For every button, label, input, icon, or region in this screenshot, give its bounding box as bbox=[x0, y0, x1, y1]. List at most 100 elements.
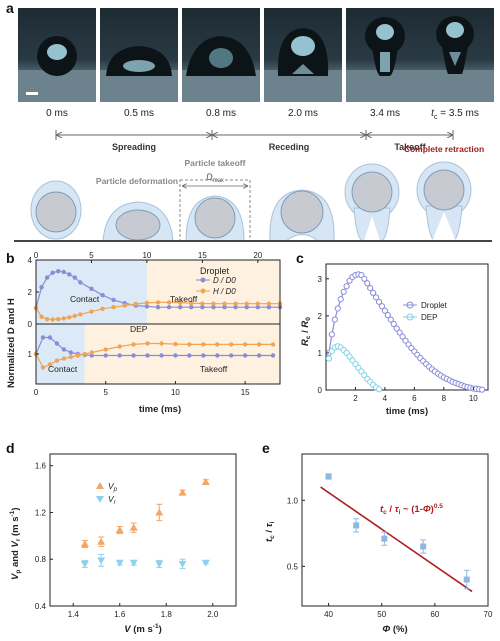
b-top-contact-label: Contact bbox=[70, 294, 100, 304]
b-top-point-0-2 bbox=[44, 275, 50, 280]
c-point-0-20 bbox=[384, 312, 391, 319]
b-bot-line-0 bbox=[35, 336, 274, 357]
b-bot-point-0-14 bbox=[173, 353, 178, 358]
b-top-xtick-label: 0 bbox=[34, 251, 39, 260]
b-top-point-1-3 bbox=[50, 317, 55, 322]
b-top-point-0-16 bbox=[166, 305, 172, 310]
b-top-xtick-label: 10 bbox=[142, 251, 151, 260]
b-bot-point-1-12 bbox=[145, 341, 150, 346]
b-top-point-1-20 bbox=[211, 301, 216, 306]
time-label-0ms: 0 ms bbox=[46, 108, 68, 119]
c-point-0-21 bbox=[387, 316, 394, 323]
c-point-0-12 bbox=[361, 275, 368, 282]
b-top-takeoff-label: Takeoff bbox=[170, 294, 198, 304]
dmax-label: Dmax bbox=[206, 172, 224, 184]
b-top-xtick-label: 15 bbox=[198, 251, 207, 260]
b-xlabel: time (ms) bbox=[139, 404, 181, 415]
e-point-4 bbox=[463, 576, 470, 583]
droplet-photo-tc bbox=[416, 8, 494, 102]
e-ylabel: tc / τi bbox=[264, 521, 276, 542]
b-top-xtick-label: 5 bbox=[89, 251, 94, 260]
d-point-0-2 bbox=[115, 526, 124, 533]
c-legend-droplet: Droplet bbox=[421, 301, 448, 310]
schematic-5 bbox=[416, 161, 472, 242]
d-point-1-3 bbox=[129, 559, 138, 567]
b-top-point-1-4 bbox=[55, 317, 61, 322]
b-top-point-0-24 bbox=[255, 305, 261, 310]
b-bot-point-1-16 bbox=[201, 342, 206, 347]
b-top-point-1-9 bbox=[89, 309, 94, 314]
c-point-0-4 bbox=[337, 296, 344, 303]
time-label-tc: tc = 3.5 ms bbox=[431, 108, 479, 121]
b-bot-point-0-18 bbox=[229, 353, 234, 358]
b-bot-point-1-2 bbox=[47, 362, 53, 367]
b-top-point-1-17 bbox=[177, 300, 183, 305]
b-bot-point-1-3 bbox=[54, 358, 60, 363]
d-ylabel: Vp and Vr (m s-1) bbox=[9, 507, 22, 580]
e-point-1 bbox=[353, 522, 360, 529]
phase-receding: Receding bbox=[269, 142, 310, 152]
c-point-0-25 bbox=[399, 333, 406, 340]
d-xtick-label: 1.6 bbox=[114, 610, 126, 619]
b-bot-point-1-17 bbox=[215, 342, 220, 347]
c-ytick-label: 0 bbox=[318, 386, 323, 395]
d-point-0-5 bbox=[178, 488, 187, 496]
panel-label-b: b bbox=[6, 250, 15, 266]
c-point-0-23 bbox=[393, 325, 400, 332]
panel-label-c: c bbox=[296, 250, 304, 266]
d-ytick-label: 1.6 bbox=[35, 462, 47, 471]
b-bot-xtick-label: 10 bbox=[171, 388, 180, 397]
b-bot-point-1-20 bbox=[256, 342, 262, 347]
c-point-1-0 bbox=[325, 355, 333, 362]
b-top-point-1-25 bbox=[266, 301, 272, 306]
e-xtick-label: 60 bbox=[430, 610, 439, 619]
b-bot-point-0-13 bbox=[159, 353, 164, 358]
c-xtick-label: 6 bbox=[412, 394, 417, 403]
b-bot-line-1 bbox=[35, 342, 274, 369]
droplet-photo-0ms bbox=[18, 8, 96, 102]
c-point-0-15 bbox=[370, 289, 377, 297]
b-top-point-1-24 bbox=[255, 301, 261, 306]
phase-takeoff: Takeoff bbox=[394, 142, 426, 152]
panel-label-e: e bbox=[262, 440, 270, 456]
b-top-point-1-10 bbox=[100, 306, 105, 311]
d-point-0-6 bbox=[201, 478, 210, 486]
b-top-point-1-12 bbox=[122, 303, 127, 308]
d-point-1-4 bbox=[155, 560, 164, 568]
droplet-photo-0.8ms bbox=[182, 8, 260, 102]
b-top-point-0-17 bbox=[177, 305, 183, 310]
b-top-point-1-18 bbox=[189, 301, 194, 306]
b-legend-h: H / D0 bbox=[213, 287, 236, 296]
time-label-0.5ms: 0.5 ms bbox=[123, 108, 154, 119]
b-top-point-0-18 bbox=[189, 305, 194, 310]
b-bot-point-0-17 bbox=[215, 353, 220, 358]
b-top-point-1-14 bbox=[144, 300, 150, 306]
b-bot-point-1-7 bbox=[82, 351, 88, 357]
d-point-0-3 bbox=[129, 523, 138, 531]
c-point-0-6 bbox=[343, 283, 350, 290]
b-top-ytick-label: 4 bbox=[28, 256, 33, 265]
d-point-1-2 bbox=[115, 559, 124, 567]
b-top-point-1-5 bbox=[61, 316, 66, 321]
d-point-0-1 bbox=[97, 537, 106, 545]
d-point-1-5 bbox=[178, 560, 187, 568]
d-legend-vr: Vr bbox=[108, 494, 117, 506]
b-top-point-0-7 bbox=[72, 275, 78, 280]
e-point-3 bbox=[420, 543, 427, 550]
panel-label-d: d bbox=[6, 440, 15, 456]
c-point-0-5 bbox=[340, 288, 347, 295]
b-bot-ytick-label: 1 bbox=[28, 350, 33, 359]
e-point-2 bbox=[381, 535, 388, 542]
c-ytick-label: 2 bbox=[318, 312, 323, 321]
b-bot-dep-label: DEP bbox=[130, 324, 148, 334]
e-xtick-label: 50 bbox=[377, 610, 386, 619]
b-bot-point-1-1 bbox=[40, 365, 46, 370]
d-point-1-1 bbox=[97, 557, 106, 565]
b-top-point-0-9 bbox=[89, 286, 94, 291]
b-top-point-0-14 bbox=[144, 304, 150, 309]
b-top-point-0-23 bbox=[244, 305, 249, 310]
b-bot-point-1-18 bbox=[229, 342, 234, 347]
d-point-0-0 bbox=[80, 540, 89, 548]
b-bot-contact-label: Contact bbox=[48, 364, 78, 374]
c-point-0-19 bbox=[381, 307, 389, 314]
